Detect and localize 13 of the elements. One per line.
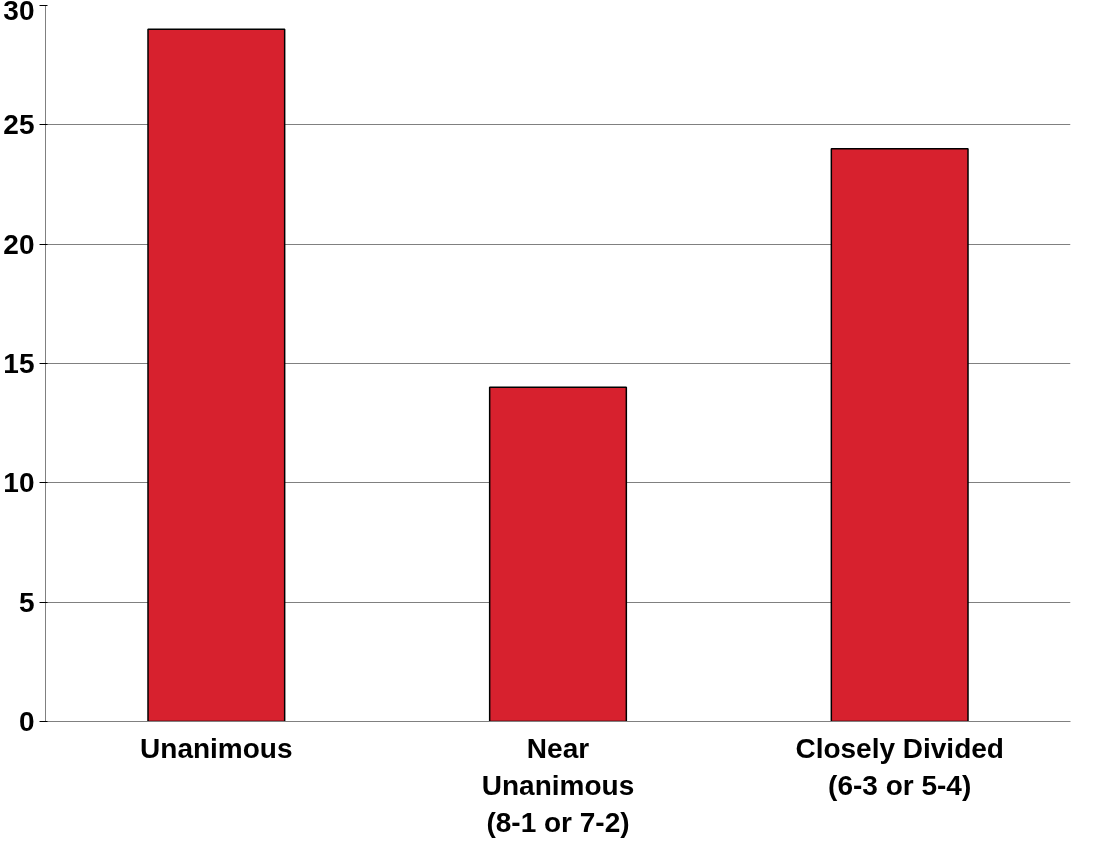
bar xyxy=(830,147,969,722)
x-tick-label: Unanimous xyxy=(140,732,293,764)
y-tick-label: 5 xyxy=(18,586,35,618)
x-tick-label: Near Unanimous (8-1 or 7-2) xyxy=(481,732,635,838)
bar xyxy=(488,386,628,722)
x-tick-label: Closely Divided (6-3 or 5-4) xyxy=(795,732,1004,801)
y-tick-label: 10 xyxy=(3,467,35,499)
y-tick-label: 20 xyxy=(3,228,35,260)
y-tick-label: 15 xyxy=(3,348,35,379)
y-tick-label: 30 xyxy=(3,0,35,26)
y-tick-label: 0 xyxy=(18,706,35,737)
bar xyxy=(147,28,286,722)
y-tick-label: 25 xyxy=(3,109,35,141)
